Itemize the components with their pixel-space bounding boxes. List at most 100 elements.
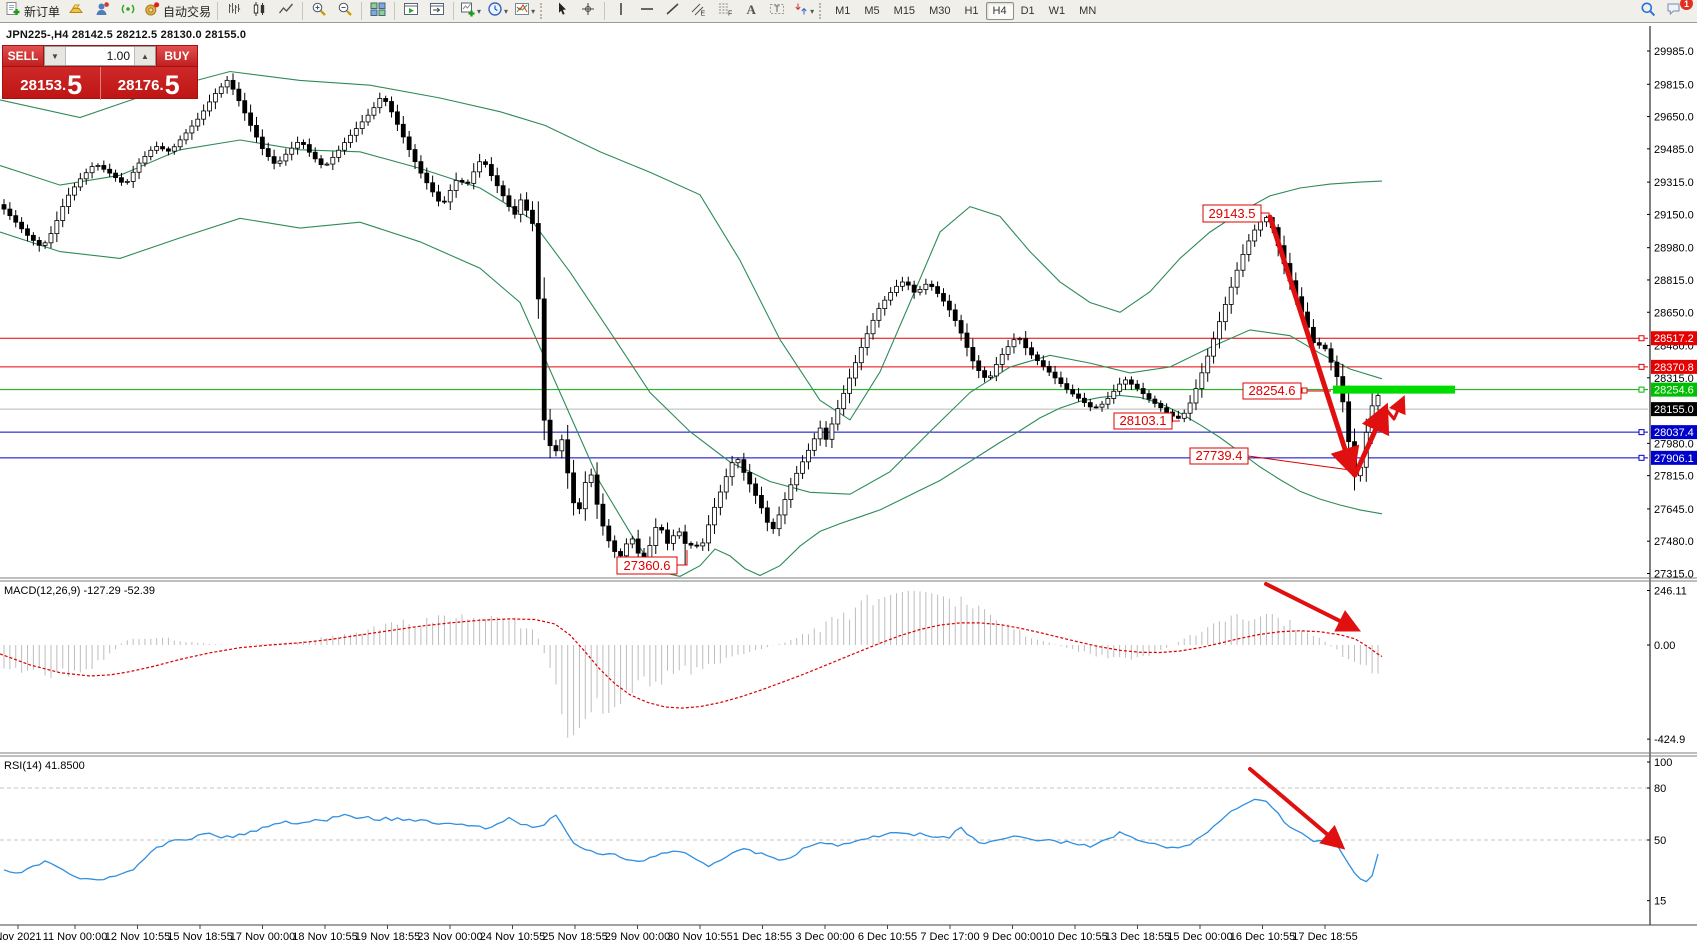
toolbar: 新订单 自动交易 ▾ ▾ ▾ E F A T ▾ M1 M5 M15 M30 H1 H4 D1 W1 MN 1	[0, 0, 1697, 23]
timeframe-m30-button[interactable]: M30	[929, 5, 951, 17]
crosshair-tool-button[interactable]	[575, 0, 601, 22]
new-chart-button[interactable]: ▾	[457, 0, 484, 22]
arrows-tool[interactable]: ▾	[790, 0, 817, 22]
line-chart-icon	[278, 1, 294, 22]
toolbar-separator	[394, 2, 396, 20]
volume-input[interactable]	[66, 47, 134, 65]
timeframe-mn-button[interactable]: MN	[1079, 5, 1097, 17]
new-order-button[interactable]: 新订单	[2, 0, 63, 22]
timeframe-h4-button[interactable]: H4	[985, 2, 1014, 20]
community-icon	[94, 1, 110, 22]
macd-signal-line	[0, 618, 1383, 709]
toolbar-separator	[302, 2, 304, 20]
callout-28103.1[interactable]	[1113, 412, 1173, 430]
support-zone-bar[interactable]	[1333, 385, 1455, 394]
trendline-tool[interactable]	[660, 0, 686, 22]
red-arrow[interactable]	[1248, 767, 1346, 850]
red-arrow[interactable]	[1264, 582, 1362, 632]
channel-icon: E	[691, 1, 707, 22]
vertical-line-tool[interactable]	[608, 0, 634, 22]
bar-chart-button[interactable]	[221, 0, 247, 22]
community-button[interactable]	[89, 0, 115, 22]
chart-play-icon	[403, 1, 419, 22]
cursor-tool-button[interactable]	[549, 0, 575, 22]
line-chart-button[interactable]	[273, 0, 299, 22]
fibonacci-tool[interactable]: F	[712, 0, 738, 22]
level-handle[interactable]	[1638, 454, 1645, 461]
horizontal-line-tool[interactable]	[634, 0, 660, 22]
auto-scroll-button[interactable]	[398, 0, 424, 22]
search-button[interactable]	[1635, 0, 1661, 22]
callout-28254.6[interactable]	[1242, 382, 1302, 400]
red-arrow[interactable]	[1267, 214, 1360, 478]
red-arrow[interactable]	[1383, 395, 1406, 421]
svg-text:-424.9: -424.9	[1654, 734, 1685, 746]
price-label-28155.0	[1651, 402, 1697, 417]
toolbar-separator	[361, 2, 363, 20]
level-handle[interactable]	[1638, 386, 1645, 393]
text-label-tool[interactable]: T	[764, 0, 790, 22]
zoom-in-button[interactable]	[306, 0, 332, 22]
timeframe-h1-button[interactable]: H1	[964, 5, 979, 17]
volume-decrease-button[interactable]: ▼	[45, 47, 66, 65]
new-chart-icon	[460, 1, 476, 22]
auto-trading-button[interactable]: 自动交易	[141, 0, 214, 22]
label-icon: T	[769, 1, 785, 22]
timeframe-m15-button[interactable]: M15	[893, 5, 916, 17]
fibo-icon: F	[717, 1, 733, 22]
sell-button[interactable]: SELL	[3, 46, 44, 66]
toolbar-separator	[217, 2, 219, 20]
svg-text:246.11: 246.11	[1654, 585, 1687, 597]
level-handle[interactable]	[1638, 429, 1645, 436]
indicator-list-icon	[514, 1, 530, 22]
chevron-down-icon: ▾	[504, 6, 509, 16]
crosshair-icon	[580, 1, 596, 22]
chart-shift-button[interactable]	[424, 0, 450, 22]
candlestick-button[interactable]	[247, 0, 273, 22]
text-tool[interactable]: A	[738, 0, 764, 22]
buy-button[interactable]: BUY	[156, 46, 197, 66]
svg-text:7 Dec 17:00: 7 Dec 17:00	[920, 931, 979, 943]
price-callouts[interactable]: 29143.5 28254.6 28103.1 27739.4 27360.6	[616, 204, 1351, 575]
signals-button[interactable]	[115, 0, 141, 22]
volume-stepper: ▼ ▲	[44, 46, 156, 66]
tile-windows-button[interactable]	[365, 0, 391, 22]
red-arrow[interactable]	[1352, 402, 1390, 478]
sell-price[interactable]: 28153. 5	[3, 67, 100, 100]
svg-text:11 Nov 00:00: 11 Nov 00:00	[43, 931, 108, 943]
callout-29143.5[interactable]	[1202, 204, 1262, 223]
level-handle[interactable]	[1638, 335, 1645, 342]
toolbar-separator	[453, 2, 455, 20]
signal-icon	[120, 1, 136, 22]
svg-text:27645.0: 27645.0	[1654, 504, 1694, 516]
indicators-button[interactable]: ▾	[511, 0, 538, 22]
candles	[1, 73, 1381, 565]
macd-label: MACD(12,26,9) -127.29 -52.39	[4, 585, 155, 597]
svg-text:Nov 2021: Nov 2021	[0, 931, 42, 943]
notifications-button[interactable]: 1	[1661, 0, 1693, 22]
svg-text:T: T	[774, 4, 780, 14]
bar-chart-icon	[226, 1, 242, 22]
volume-increase-button[interactable]: ▲	[134, 47, 155, 65]
toolbar-grip	[540, 3, 545, 19]
svg-text:1 Dec 18:55: 1 Dec 18:55	[733, 931, 792, 943]
trend-arrows[interactable]	[1248, 214, 1406, 850]
market-button[interactable]	[63, 0, 89, 22]
buy-price-main: 28176.	[117, 77, 164, 94]
tile-windows-icon	[370, 1, 386, 22]
timeframe-m5-button[interactable]: M5	[864, 5, 880, 17]
level-handle[interactable]	[1638, 363, 1645, 370]
candles-icon	[252, 1, 268, 22]
equidistant-channel-tool[interactable]: E	[686, 0, 712, 22]
buy-price[interactable]: 28176. 5	[101, 67, 198, 100]
profiles-button[interactable]: ▾	[484, 0, 511, 22]
timeframe-m1-button[interactable]: M1	[835, 5, 851, 17]
toolbar-button-label: 新订单	[24, 4, 61, 19]
zoom-out-button[interactable]	[332, 0, 358, 22]
timeframe-w1-button[interactable]: W1	[1048, 5, 1066, 17]
svg-text:27360.6: 27360.6	[624, 558, 671, 573]
toolbar-button-label: 自动交易	[163, 4, 212, 19]
timeframe-d1-button[interactable]: D1	[1020, 5, 1035, 17]
callout-27360.6[interactable]	[616, 556, 678, 575]
callout-27739.4[interactable]	[1189, 447, 1249, 465]
